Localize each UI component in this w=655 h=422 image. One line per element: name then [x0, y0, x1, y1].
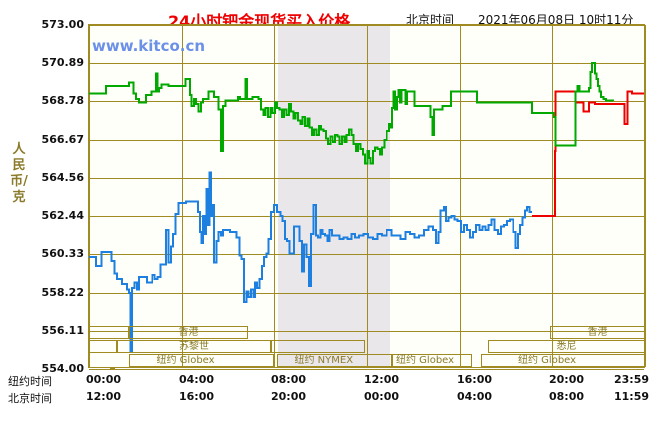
y-axis-tick-label: 573.00	[41, 18, 84, 31]
x-axis-tick-label-bj: 20:00	[271, 390, 307, 403]
y-axis-tick-label: 556.11	[41, 323, 84, 337]
x-axis-ny-label: 纽约时间	[8, 375, 52, 388]
gridline-horizontal	[89, 25, 644, 26]
market-session-bar	[277, 354, 392, 367]
x-axis-tick-label-ny: 20:00	[549, 373, 585, 386]
x-axis-tick-label-bj: 00:00	[364, 390, 400, 403]
kitco-watermark: www.kitco.cn	[92, 37, 206, 55]
market-session-bar	[392, 354, 472, 367]
y-axis-label: 人民币/克	[10, 142, 28, 205]
x-axis-tick-label-bj: 11:59	[614, 390, 650, 403]
y-axis-tick-label: 568.78	[41, 94, 84, 108]
y-axis-tick-label: 558.22	[41, 285, 84, 299]
market-session-label: 悉尼	[556, 341, 577, 352]
gridline-horizontal	[89, 216, 644, 217]
nymex-session-shading	[278, 25, 390, 367]
market-session-bar	[117, 340, 271, 353]
market-session-label: 纽约 Globex	[396, 355, 455, 366]
x-axis-tick-label-ny: 04:00	[179, 373, 215, 386]
market-session-bar	[481, 354, 645, 367]
y-axis-ticks: 573.00 570.89 568.78 566.67 564.56 562.44 560.…	[28, 0, 115, 422]
market-session-label: 纽约 Globex	[518, 355, 577, 366]
chart-series-svg	[89, 61, 644, 352]
x-axis-tick-label-bj: 16:00	[179, 390, 215, 403]
x-axis-tick-label-ny: 16:00	[457, 373, 493, 386]
gridline-horizontal	[89, 101, 644, 102]
price-line-06月07日	[89, 61, 614, 165]
x-axis-ny-row: 纽约时间 00:00 04:00 08:00 12:00 16:00 20:00 23:59	[0, 373, 655, 389]
x-axis-tick-label-bj: 12:00	[86, 390, 122, 403]
gridline-horizontal	[89, 254, 644, 255]
gridline-horizontal	[89, 331, 644, 332]
y-axis-tick-label: 554.00	[41, 362, 84, 375]
gridline-horizontal	[89, 178, 644, 179]
market-session-bar	[88, 326, 129, 339]
gridline-vertical	[367, 25, 368, 367]
market-session-bars: 香港 香港苏黎世 悉尼纽约 Globex 纽约 NYMEX 纽约 Globex 纽约 Gl…	[88, 326, 645, 368]
y-axis-tick-mark	[110, 368, 115, 369]
chart-plot-area: www.kitco.cn	[88, 24, 646, 370]
y-axis-tick-label: 570.89	[41, 56, 84, 70]
market-session-bar	[88, 340, 117, 353]
y-axis-tick-label: 562.44	[41, 209, 84, 223]
price-line-06月04日	[89, 171, 532, 352]
market-session-label: 香港	[178, 327, 199, 338]
x-axis-tick-label-ny: 12:00	[364, 373, 400, 386]
market-session-label: 纽约 Globex	[156, 355, 215, 366]
market-session-bar	[550, 326, 645, 339]
market-session-label: 苏黎世	[179, 341, 209, 352]
gridline-vertical	[274, 25, 275, 367]
x-axis-tick-label-ny: 23:59	[614, 373, 650, 386]
gridline-vertical	[182, 25, 183, 367]
gridline-horizontal	[89, 63, 644, 64]
price-line-06月06日	[531, 90, 644, 217]
beijing-time-label: 北京时间	[406, 13, 455, 27]
gridline-vertical	[460, 25, 461, 367]
gridline-horizontal	[89, 293, 644, 294]
market-session-bar	[129, 354, 274, 367]
market-session-bar	[488, 340, 645, 353]
y-axis-tick-label: 566.67	[41, 132, 84, 146]
y-axis-tick-label: 560.33	[41, 247, 84, 261]
market-session-label: 香港	[587, 327, 608, 338]
gridline-vertical	[645, 25, 646, 367]
gridline-vertical	[552, 25, 553, 367]
market-session-label: 纽约 NYMEX	[294, 355, 354, 366]
gridline-horizontal	[89, 369, 644, 370]
x-axis-bj-row: 北京时间 12:00 16:00 20:00 00:00 04:00 08:00 11:59	[0, 390, 655, 406]
gridline-vertical	[89, 25, 90, 367]
market-session-bar	[271, 340, 365, 353]
x-axis-tick-label-bj: 08:00	[549, 390, 585, 403]
market-session-bar	[129, 326, 248, 339]
gridline-horizontal	[89, 140, 644, 141]
beijing-time-value: 2021年06月08日 10时11分	[478, 13, 634, 27]
x-axis-tick-label-ny: 08:00	[271, 373, 307, 386]
y-axis-tick-label: 564.56	[41, 170, 84, 184]
x-axis-tick-label-ny: 00:00	[86, 373, 122, 386]
x-axis-tick-label-bj: 04:00	[457, 390, 493, 403]
x-axis-bj-label: 北京时间	[8, 392, 52, 405]
